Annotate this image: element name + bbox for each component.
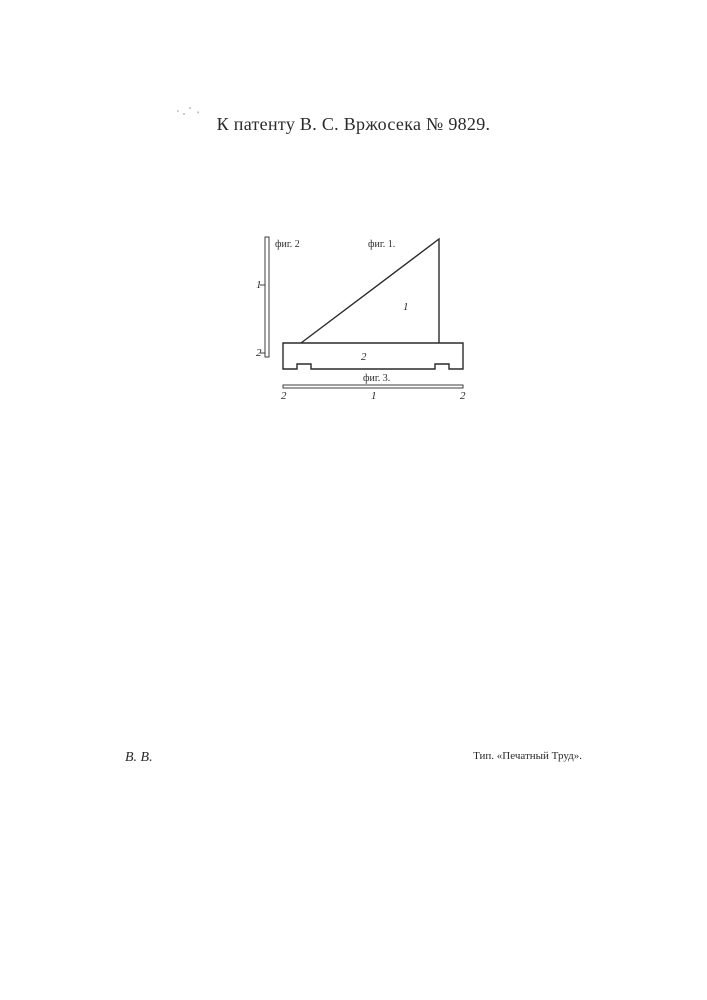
footer-initials: В. В. — [125, 750, 153, 766]
figure-svg: фиг. 2 фиг. 1. фиг. 3. 1 2 1 2 1 2 2 — [253, 235, 469, 420]
svg-text:2: 2 — [460, 390, 466, 402]
svg-text:2: 2 — [281, 390, 287, 402]
svg-text:2: 2 — [256, 347, 262, 359]
page: К патенту В. С. Вржосека № 9829. фиг. 2ф… — [0, 0, 707, 1000]
svg-text:1: 1 — [256, 279, 262, 291]
svg-text:фиг. 3.: фиг. 3. — [363, 373, 390, 384]
svg-text:2: 2 — [361, 351, 367, 363]
svg-text:фиг. 2: фиг. 2 — [275, 239, 300, 250]
patent-figure: фиг. 2 фиг. 1. фиг. 3. 1 2 1 2 1 2 2 — [253, 235, 469, 420]
svg-text:1: 1 — [403, 301, 409, 313]
patent-title: К патенту В. С. Вржосека № 9829. — [0, 114, 707, 135]
svg-text:1: 1 — [371, 390, 377, 402]
footer-printer: Тип. «Печатный Труд». — [473, 750, 582, 762]
svg-text:фиг. 1.: фиг. 1. — [368, 239, 395, 250]
